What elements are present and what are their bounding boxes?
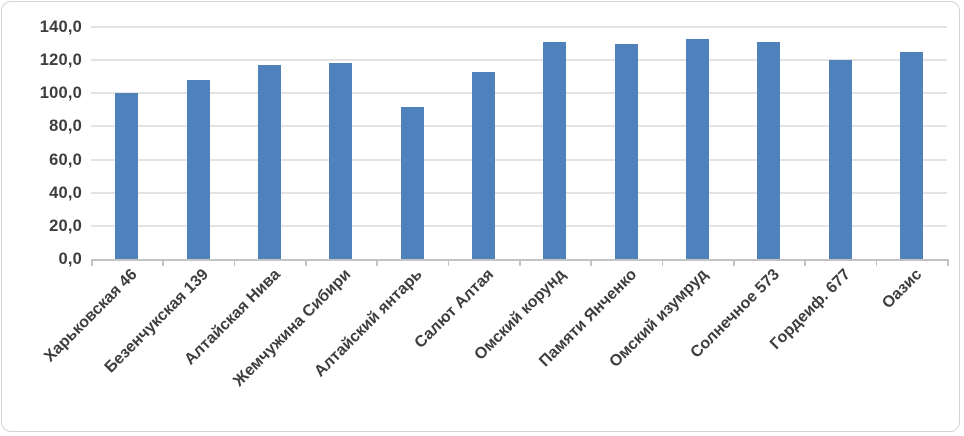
bar-10 bbox=[757, 41, 781, 259]
x-axis-line bbox=[91, 259, 949, 261]
y-tick-label: 0,0 bbox=[58, 250, 82, 268]
y-tick-label: 140,0 bbox=[39, 18, 82, 36]
y-tick-label: 60,0 bbox=[49, 150, 82, 169]
axis-tick bbox=[233, 261, 236, 266]
y-tick-label: 80,0 bbox=[49, 117, 82, 136]
axis-tick bbox=[947, 261, 949, 266]
axis-tick bbox=[162, 261, 164, 266]
y-tick-label: 120,0 bbox=[39, 51, 82, 70]
bar-1 bbox=[115, 93, 139, 259]
axis-tick bbox=[875, 261, 878, 266]
axis-tick bbox=[519, 261, 521, 266]
bar-11 bbox=[828, 60, 852, 259]
bar-3 bbox=[257, 65, 281, 259]
plot-area bbox=[91, 26, 947, 259]
axis-tick bbox=[447, 261, 450, 266]
gridline bbox=[91, 59, 947, 62]
axis-tick bbox=[376, 261, 378, 266]
bar-8 bbox=[614, 43, 638, 259]
gridline bbox=[91, 26, 947, 28]
axis-tick bbox=[804, 261, 806, 266]
y-tick-label: 20,0 bbox=[49, 216, 82, 235]
gridline bbox=[91, 224, 947, 227]
gridline bbox=[91, 125, 947, 128]
bar-12 bbox=[899, 51, 923, 259]
bar-6 bbox=[471, 71, 495, 259]
bar-7 bbox=[543, 41, 567, 259]
axis-tick bbox=[733, 261, 735, 266]
bar-9 bbox=[685, 38, 709, 259]
gridline bbox=[91, 158, 947, 161]
gridline bbox=[91, 191, 947, 194]
axis-tick bbox=[305, 261, 307, 266]
bar-5 bbox=[400, 106, 424, 259]
x-tick-label: Жемчужина Сибири bbox=[230, 266, 355, 390]
y-tick-label: 100,0 bbox=[39, 84, 82, 103]
y-tick-label: 40,0 bbox=[49, 183, 82, 202]
gridline bbox=[91, 92, 947, 95]
axis-tick bbox=[91, 261, 93, 266]
axis-tick bbox=[661, 261, 664, 266]
bar-4 bbox=[329, 63, 353, 259]
x-tick-label: Оазис bbox=[879, 266, 926, 313]
axis-tick bbox=[590, 261, 592, 266]
bar-2 bbox=[186, 80, 210, 259]
